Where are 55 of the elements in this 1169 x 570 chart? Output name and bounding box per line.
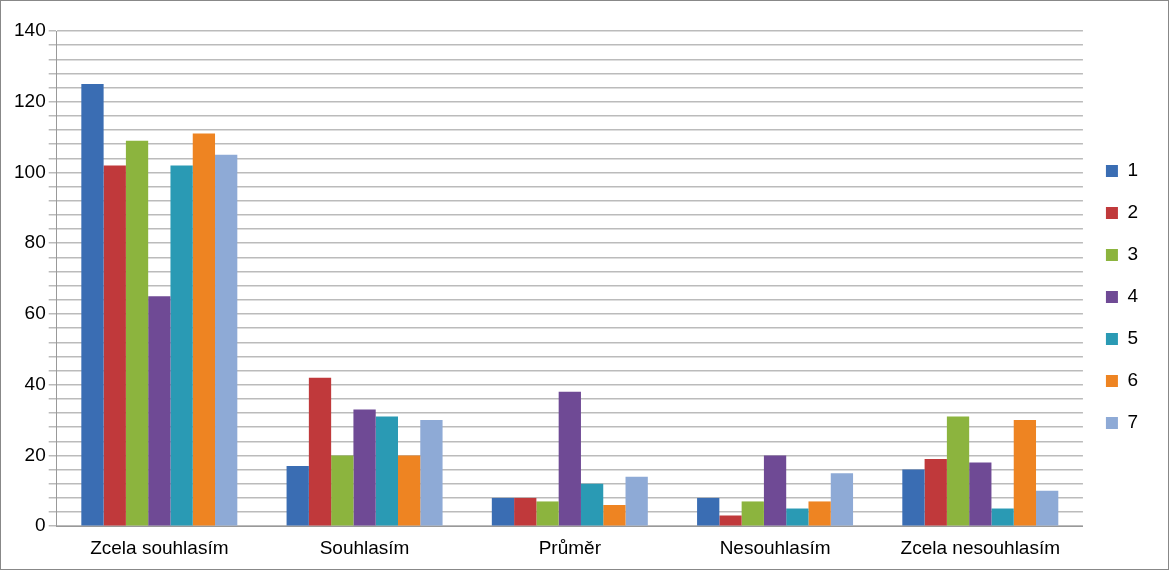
x-tick-label: Souhlasím [319, 536, 410, 558]
bar [398, 455, 421, 526]
bar [491, 497, 515, 526]
x-tick-label: Zcela souhlasím [90, 536, 229, 558]
legend-label: 4 [1127, 285, 1139, 307]
x-tick-label: Zcela nesouhlasím [900, 536, 1061, 558]
legend-label: 1 [1127, 159, 1139, 181]
bar [697, 497, 720, 526]
bar [902, 469, 925, 526]
y-tick-label: 60 [24, 302, 46, 324]
y-tick-label: 80 [24, 231, 46, 253]
bar [353, 409, 376, 526]
bar [763, 455, 787, 526]
legend-label: 7 [1127, 411, 1139, 433]
legend-label: 5 [1127, 327, 1139, 349]
y-tick-label: 140 [14, 19, 46, 41]
bar [924, 458, 947, 526]
bar [625, 476, 648, 526]
y-tick-label: 20 [24, 443, 46, 465]
bar [1013, 420, 1037, 526]
x-tick-label: Průměr [538, 536, 602, 558]
y-tick-label: 40 [24, 372, 46, 394]
legend-label: 2 [1127, 201, 1139, 223]
x-tick-label: Nesouhlasím [719, 536, 831, 558]
bar [808, 501, 831, 526]
bar [786, 508, 809, 526]
bar [741, 501, 764, 526]
bar [558, 391, 581, 526]
bar [125, 140, 149, 526]
bar [719, 515, 742, 526]
bar [514, 497, 537, 526]
bar [991, 508, 1014, 526]
bar [308, 377, 332, 526]
y-tick-label: 100 [14, 160, 46, 182]
bar [1036, 490, 1059, 526]
bar [969, 462, 992, 526]
bar [192, 133, 216, 526]
bar [331, 455, 354, 526]
bar [375, 416, 398, 526]
bar [420, 420, 443, 526]
bar [946, 416, 970, 526]
bar [103, 165, 126, 526]
bar [215, 154, 238, 526]
bar [830, 473, 854, 526]
bar [170, 165, 193, 526]
bar [603, 504, 626, 526]
bar [286, 466, 309, 526]
bar [536, 501, 559, 526]
bar [148, 296, 171, 526]
bar [81, 84, 104, 526]
legend-label: 6 [1127, 369, 1139, 391]
y-tick-label: 0 [35, 514, 46, 536]
legend-label: 3 [1127, 243, 1139, 265]
y-tick-label: 120 [14, 89, 46, 111]
bar [580, 483, 604, 526]
